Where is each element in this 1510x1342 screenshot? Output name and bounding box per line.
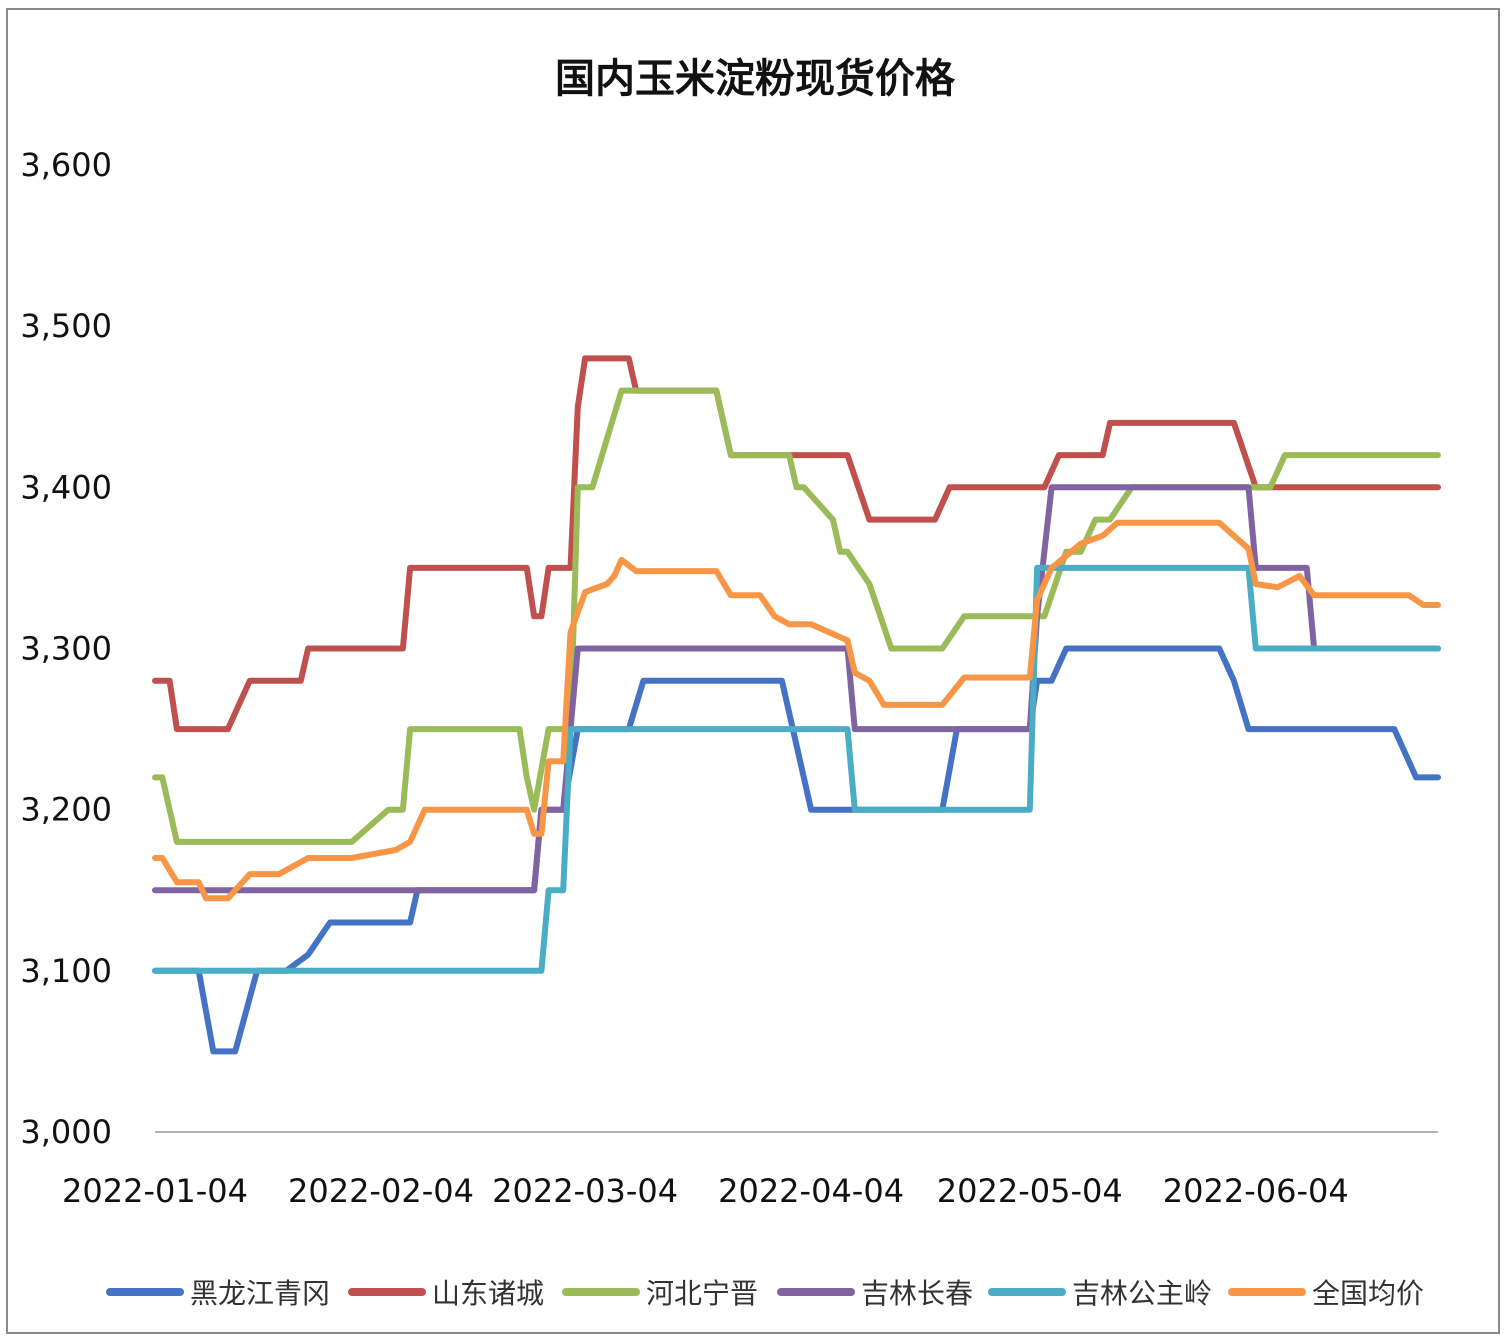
y-tick-label: 3,000 bbox=[20, 1113, 112, 1151]
series-line-5 bbox=[152, 564, 1441, 974]
legend-item: 全国均价 bbox=[1228, 1268, 1424, 1316]
legend-item: 山东诸城 bbox=[348, 1268, 544, 1316]
y-axis-ticks: 3,000 3,100 3,200 3,300 3,400 3,500 3,600 bbox=[20, 146, 112, 1151]
legend-item: 吉林公主岭 bbox=[988, 1268, 1212, 1316]
legend-item: 吉林长春 bbox=[777, 1268, 973, 1316]
legend-item: 黑龙江青冈 bbox=[106, 1268, 330, 1316]
legend-label: 全国均价 bbox=[1312, 1277, 1425, 1310]
x-tick-label: 2022-05-04 bbox=[937, 1172, 1123, 1210]
legend: 黑龙江青冈 山东诸城 河北宁晋 吉林长春 吉林公主岭 全国均价 bbox=[0, 1268, 1510, 1316]
y-tick-label: 3,100 bbox=[20, 952, 112, 990]
x-tick-label: 2022-04-04 bbox=[718, 1172, 904, 1210]
legend-swatch bbox=[988, 1288, 1066, 1296]
legend-swatch bbox=[106, 1288, 184, 1296]
y-tick-label: 3,500 bbox=[20, 307, 112, 345]
y-tick-label: 3,400 bbox=[20, 468, 112, 506]
legend-label: 黑龙江青冈 bbox=[190, 1277, 331, 1310]
series-line-2 bbox=[152, 355, 1441, 733]
legend-swatch bbox=[348, 1288, 426, 1296]
legend-label: 吉林长春 bbox=[861, 1277, 974, 1310]
y-tick-label: 3,300 bbox=[20, 630, 112, 668]
chart-title: 国内玉米淀粉现货价格 bbox=[555, 55, 955, 102]
x-tick-label: 2022-02-04 bbox=[288, 1172, 474, 1210]
legend-label: 山东诸城 bbox=[432, 1277, 545, 1310]
series-group bbox=[152, 355, 1441, 1055]
legend-swatch bbox=[1228, 1288, 1306, 1296]
series-line-1 bbox=[152, 645, 1441, 1055]
y-tick-label: 3,600 bbox=[20, 146, 112, 184]
legend-label: 吉林公主岭 bbox=[1072, 1277, 1213, 1310]
legend-item: 河北宁晋 bbox=[562, 1268, 758, 1316]
chart-frame bbox=[6, 8, 1500, 1334]
x-tick-label: 2022-03-04 bbox=[492, 1172, 678, 1210]
series-line-6 bbox=[152, 519, 1441, 902]
legend-swatch bbox=[562, 1288, 640, 1296]
x-axis-ticks: 2022-01-04 2022-02-04 2022-03-04 2022-04-04… bbox=[62, 1172, 1349, 1210]
series-line-3 bbox=[152, 387, 1441, 845]
x-tick-label: 2022-01-04 bbox=[62, 1172, 248, 1210]
y-tick-label: 3,200 bbox=[20, 791, 112, 829]
x-tick-label: 2022-06-04 bbox=[1163, 1172, 1349, 1210]
legend-label: 河北宁晋 bbox=[646, 1277, 759, 1310]
legend-swatch bbox=[777, 1288, 855, 1296]
